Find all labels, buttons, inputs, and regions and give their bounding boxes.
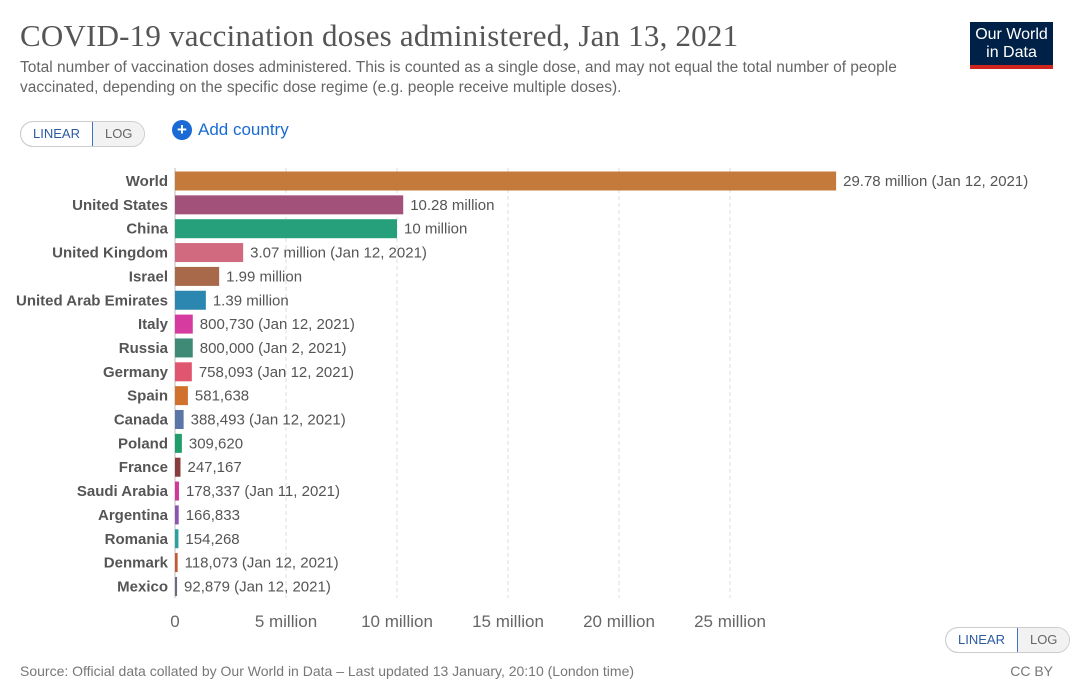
value-label: 581,638 — [195, 388, 249, 405]
bar[interactable] — [175, 457, 181, 477]
bar[interactable] — [175, 290, 206, 310]
value-label: 800,000 (Jan 2, 2021) — [200, 340, 347, 357]
value-label: 800,730 (Jan 12, 2021) — [200, 316, 355, 333]
logo-line-1: Our World — [975, 26, 1048, 43]
bar[interactable] — [175, 314, 193, 334]
category-label: Saudi Arabia — [77, 483, 169, 500]
log-button[interactable]: LOG — [92, 122, 145, 146]
value-label: 10.28 million — [410, 197, 494, 214]
bar[interactable] — [175, 505, 179, 525]
bar[interactable] — [175, 171, 837, 191]
category-label: Argentina — [98, 507, 169, 524]
bar[interactable] — [175, 433, 182, 453]
add-country-label: Add country — [198, 120, 289, 139]
bar[interactable] — [175, 195, 404, 215]
linear-button-bottom[interactable]: LINEAR — [946, 628, 1018, 652]
scale-toggle-bottom: LINEAR LOG — [945, 627, 1071, 653]
x-tick-label: 10 million — [361, 612, 433, 631]
x-tick-label: 15 million — [472, 612, 544, 631]
x-tick-label: 0 — [170, 612, 179, 631]
value-label: 166,833 — [186, 507, 240, 524]
license-link[interactable]: CC BY — [1010, 663, 1053, 679]
value-label: 247,167 — [187, 459, 241, 476]
chart-title: COVID-19 vaccination doses administered,… — [20, 18, 739, 53]
category-label: Israel — [129, 268, 168, 285]
value-label: 388,493 (Jan 12, 2021) — [191, 412, 346, 429]
value-label: 118,073 (Jan 12, 2021) — [185, 555, 339, 572]
category-label: Romania — [105, 531, 169, 548]
category-label: Germany — [103, 364, 169, 381]
bar[interactable] — [175, 266, 220, 286]
value-label: 92,879 (Jan 12, 2021) — [184, 578, 331, 595]
plus-circle-icon: + — [172, 120, 192, 140]
bar[interactable] — [175, 481, 179, 501]
add-country-button[interactable]: + Add country — [172, 120, 289, 140]
bar[interactable] — [175, 529, 179, 549]
x-tick-label: 20 million — [583, 612, 655, 631]
value-label: 154,268 — [185, 531, 239, 548]
category-label: World — [126, 173, 168, 190]
value-label: 10 million — [404, 221, 467, 238]
category-label: Poland — [118, 435, 168, 452]
source-note: Source: Official data collated by Our Wo… — [20, 663, 635, 679]
category-label: United Kingdom — [52, 245, 168, 262]
value-label: 1.39 million — [213, 292, 289, 309]
bar[interactable] — [175, 243, 244, 263]
x-tick-label: 25 million — [694, 612, 766, 631]
bar[interactable] — [175, 338, 193, 358]
value-label: 178,337 (Jan 11, 2021) — [186, 483, 340, 500]
category-label: United States — [72, 197, 168, 214]
value-label: 3.07 million (Jan 12, 2021) — [250, 245, 427, 262]
value-label: 758,093 (Jan 12, 2021) — [199, 364, 354, 381]
linear-button[interactable]: LINEAR — [21, 122, 93, 146]
bar[interactable] — [175, 553, 178, 573]
category-label: Denmark — [104, 555, 169, 572]
category-label: Canada — [114, 412, 169, 429]
scale-toggle-top: LINEAR LOG — [20, 121, 146, 147]
category-label: Spain — [127, 388, 168, 405]
logo-line-2: in Data — [986, 44, 1037, 61]
value-label: 29.78 million (Jan 12, 2021) — [843, 173, 1028, 190]
value-label: 309,620 — [189, 435, 243, 452]
bar[interactable] — [175, 386, 188, 406]
value-label: 1.99 million — [226, 268, 302, 285]
log-button-bottom[interactable]: LOG — [1017, 628, 1070, 652]
category-label: Italy — [138, 316, 169, 333]
bar[interactable] — [175, 410, 184, 429]
category-label: Mexico — [117, 578, 168, 595]
owid-logo[interactable]: Our World in Data — [970, 22, 1053, 69]
chart-subtitle: Total number of vaccination doses admini… — [20, 59, 897, 96]
bar[interactable] — [175, 219, 397, 239]
x-tick-label: 5 million — [255, 612, 317, 631]
category-label: China — [126, 221, 168, 238]
category-label: France — [119, 459, 168, 476]
category-label: Russia — [119, 340, 169, 357]
category-label: United Arab Emirates — [16, 292, 168, 309]
bar[interactable] — [175, 576, 178, 596]
bar[interactable] — [175, 362, 192, 382]
